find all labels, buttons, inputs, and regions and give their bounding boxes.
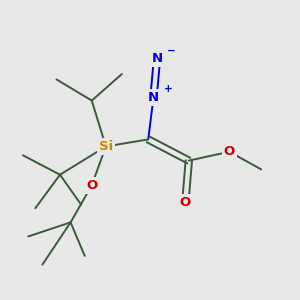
Text: O: O	[180, 196, 191, 209]
Text: Si: Si	[99, 140, 113, 153]
Text: +: +	[164, 84, 172, 94]
Text: N: N	[152, 52, 163, 65]
Text: −: −	[167, 46, 176, 56]
Text: O: O	[224, 145, 235, 158]
Text: O: O	[86, 179, 98, 192]
Text: N: N	[148, 91, 159, 103]
